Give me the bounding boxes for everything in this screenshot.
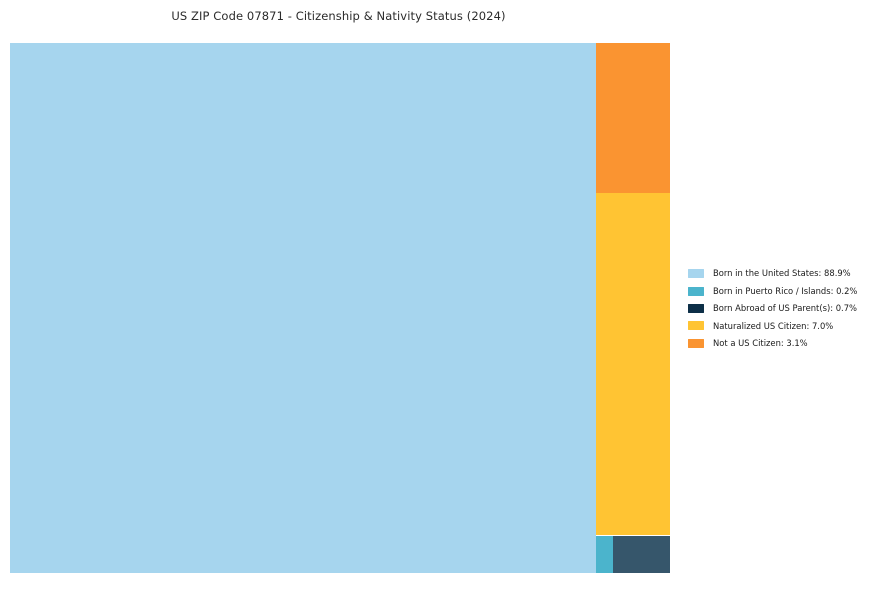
legend-item-label: Born Abroad of US Parent(s): 0.7%	[713, 303, 857, 314]
legend-item-label: Born in the United States: 88.9%	[713, 268, 851, 279]
legend-item-label: Born in Puerto Rico / Islands: 0.2%	[713, 285, 858, 296]
legend-swatch-icon	[688, 286, 704, 296]
treemap-tile[interactable]	[10, 43, 596, 573]
treemap-plot-area	[10, 43, 670, 573]
chart-title: US ZIP Code 07871 - Citizenship & Nativi…	[171, 9, 506, 23]
treemap-tile[interactable]	[596, 43, 670, 193]
legend-swatch-icon	[688, 321, 704, 331]
legend-item[interactable]: Naturalized US Citizen: 7.0%	[688, 317, 884, 334]
legend-item-label: Not a US Citizen: 3.1%	[713, 338, 808, 349]
legend-item[interactable]: Not a US Citizen: 3.1%	[688, 335, 884, 352]
legend-swatch-icon	[688, 269, 704, 279]
legend-item[interactable]: Born in the United States: 88.9%	[688, 265, 884, 282]
chart-legend: Born in the United States: 88.9% Born in …	[688, 265, 884, 352]
legend-item[interactable]: Born in Puerto Rico / Islands: 0.2%	[688, 282, 884, 299]
treemap-tile[interactable]	[596, 193, 670, 535]
legend-swatch-icon	[688, 338, 704, 348]
legend-swatch-icon	[688, 303, 704, 313]
legend-item[interactable]: Born Abroad of US Parent(s): 0.7%	[688, 300, 884, 317]
treemap-tile[interactable]	[613, 536, 670, 573]
treemap-tile[interactable]	[596, 536, 613, 573]
legend-item-label: Naturalized US Citizen: 7.0%	[713, 320, 834, 331]
